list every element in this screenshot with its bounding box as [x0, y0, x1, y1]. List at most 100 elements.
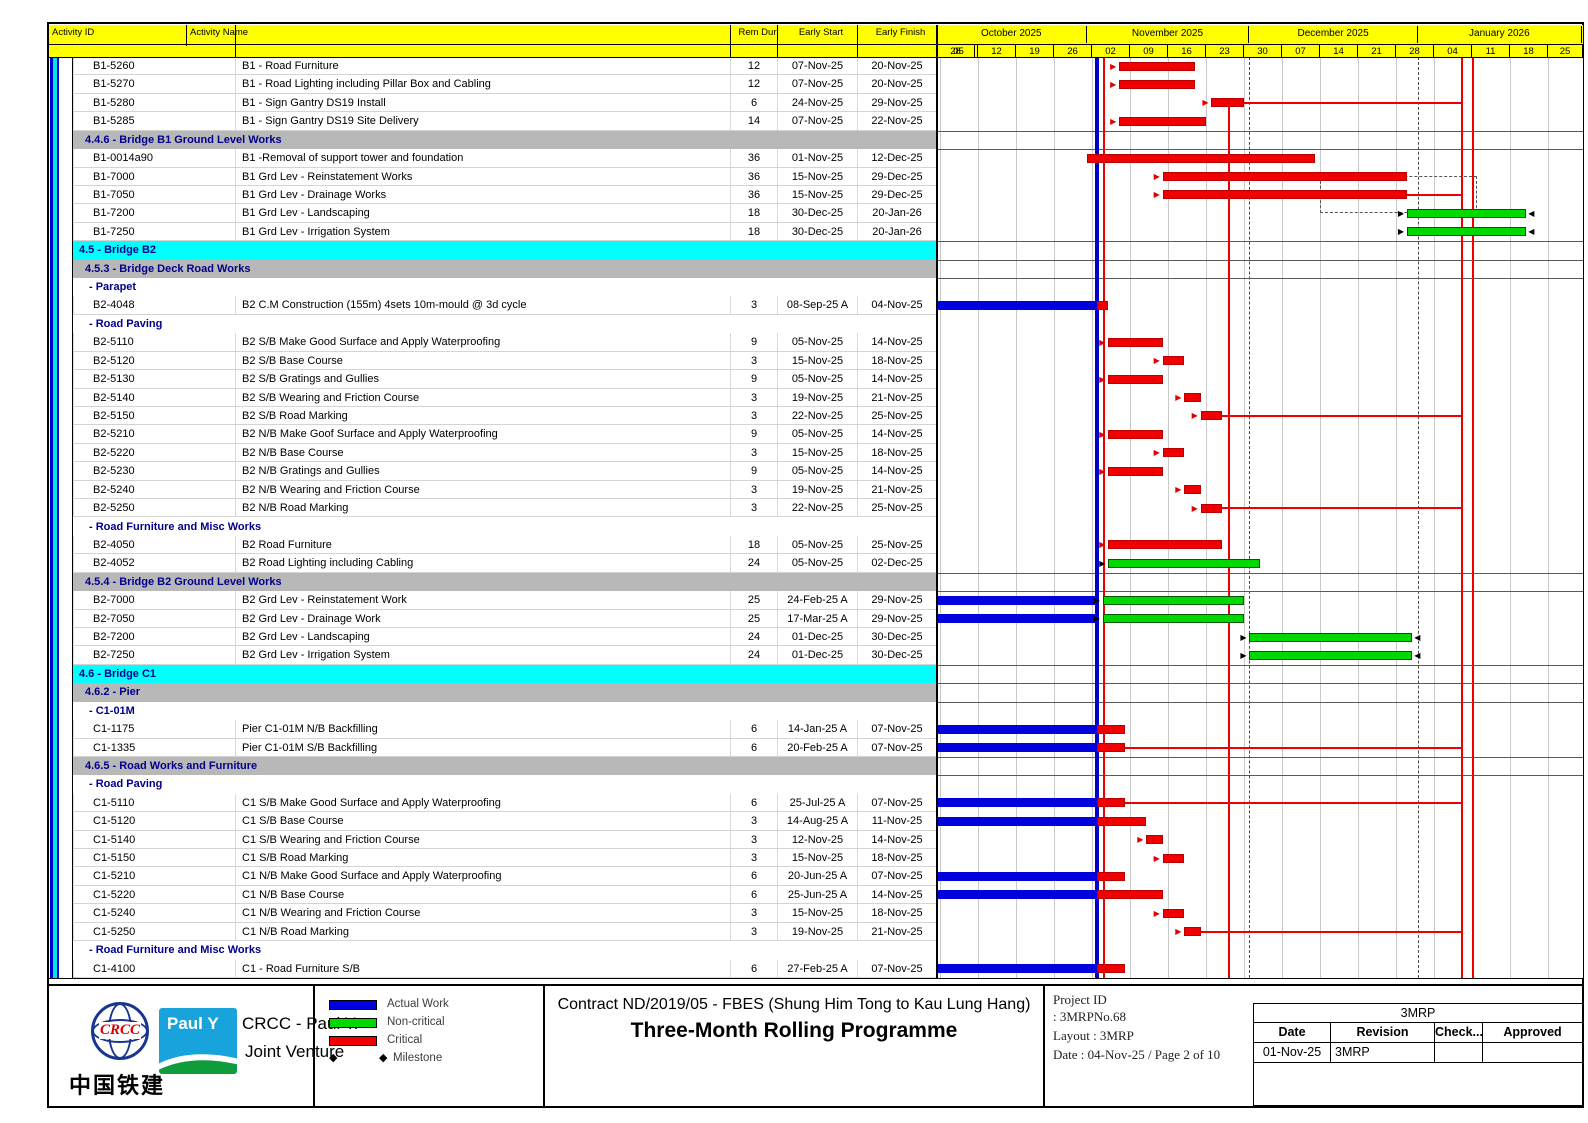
activity-id: C1-5110: [73, 793, 235, 812]
activity-name: B2 S/B Base Course: [235, 351, 730, 370]
activity-row-B2-7200: B2-7200 B2 Grd Lev - Landscaping 24 01-Dec-…: [73, 628, 936, 647]
gantt-bar-critical: [1097, 871, 1125, 881]
rem-dur: 36: [730, 185, 777, 204]
revision-table: 3MRP Date Revision Check... Approved 01-…: [1253, 1003, 1583, 1106]
activity-row-B2-4052: B2-4052 B2 Road Lighting including Cablin…: [73, 554, 936, 573]
week-gridline: [1244, 57, 1245, 978]
activity-row-B1-7050: B1-7050 B1 Grd Lev - Drainage Works 36 15-N…: [73, 185, 936, 205]
gantt-bar-critical: [1108, 466, 1163, 476]
early-start: 14-Aug-25 A: [777, 812, 857, 830]
activity-row-B2-5210: B2-5210 B2 N/B Make Goof Surface and Appl…: [73, 425, 936, 444]
early-finish: 29-Dec-25: [857, 185, 936, 204]
activity-row-C1-5220: C1-5220 C1 N/B Base Course 6 25-Jun-25 A 14-…: [73, 885, 936, 905]
early-finish: 18-Nov-25: [857, 904, 936, 922]
early-finish: 07-Nov-25: [857, 793, 936, 812]
activity-name: B2 N/B Base Course: [235, 443, 730, 462]
band-line-bottom: [936, 278, 1583, 280]
header-col-sep: [857, 25, 858, 57]
week-gridline: [940, 57, 941, 978]
activity-row-B2-5220: B2-5220 B2 N/B Base Course 3 15-Nov-25 18-No…: [73, 443, 936, 463]
gantt-bar-noncritical: [1102, 595, 1244, 605]
band-line-top: [936, 756, 1583, 758]
activity-id: B2-5240: [73, 480, 235, 499]
activity-id: B1-7200: [73, 204, 235, 222]
wbs-band-4.6: 4.6 - Bridge C1: [73, 664, 936, 684]
activity-id: B1-5280: [73, 93, 235, 112]
early-start: 01-Dec-25: [777, 628, 857, 646]
early-start: 24-Feb-25 A: [777, 591, 857, 609]
deadline-line: [1461, 57, 1464, 978]
early-finish: 11-Nov-25: [857, 812, 936, 830]
early-finish: 20-Nov-25: [857, 57, 936, 75]
gantt-bar-actual: [937, 614, 1098, 624]
rem-dur: 3: [730, 812, 777, 830]
project-id-value: : 3MRPNo.68: [1053, 1009, 1126, 1024]
activity-name: B2 Grd Lev - Drainage Work: [235, 609, 730, 627]
legend: Actual Work Non-critical Critical ◆ ◆ Milesto…: [315, 986, 543, 1106]
relationship-arrow-icon: ▶: [1110, 79, 1117, 89]
gantt-bar-actual: [937, 798, 1098, 808]
relationship-arrow-icon: ▶: [1397, 208, 1405, 218]
rem-dur: 24: [730, 554, 777, 572]
gantt-bar-critical: [1119, 61, 1196, 71]
activity-name: B1 - Road Furniture: [235, 57, 730, 75]
activity-row-B2-5230: B2-5230 B2 N/B Gratings and Gullies 9 05-No…: [73, 462, 936, 481]
gantt-bar-critical: [1097, 890, 1163, 900]
relationship-arrow-icon: ▶: [1175, 393, 1182, 403]
rem-dur: 24: [730, 646, 777, 664]
relationship-arrow-icon: ▶: [1175, 927, 1182, 937]
legend-label-noncritical: Non-critical: [387, 1016, 445, 1028]
early-finish: 22-Nov-25: [857, 112, 936, 130]
crcc-logo: CRCC: [91, 1002, 149, 1060]
footer-divider-1: [313, 986, 315, 1106]
activity-row-C1-5140: C1-5140 C1 S/B Wearing and Friction Cours…: [73, 830, 936, 850]
relationship-arrow-icon: ▶: [1153, 190, 1160, 200]
gantt-bar-critical: [1097, 743, 1125, 753]
rem-dur: 9: [730, 333, 777, 351]
header-col-sep: [777, 25, 778, 57]
column-header-activity-id: Activity ID: [52, 27, 95, 38]
activity-id: C1-5240: [73, 904, 235, 922]
footer-divider-2: [543, 986, 545, 1106]
activity-name: B1 -Removal of support tower and foundat…: [235, 149, 730, 167]
table-left-border: [72, 57, 73, 978]
week-header-26: 26: [1054, 45, 1092, 57]
rem-dur: 3: [730, 830, 777, 849]
early-start: 20-Jun-25 A: [777, 867, 857, 885]
pauly-logo-text: Paul Y: [167, 1014, 219, 1033]
band-line-bottom: [936, 149, 1583, 151]
early-finish: 07-Nov-25: [857, 738, 936, 756]
rem-dur: 6: [730, 93, 777, 112]
gantt-bar-actual: [937, 816, 1098, 826]
activity-id: C1-5220: [73, 885, 235, 904]
week-gridline: [978, 57, 979, 978]
band-line-top: [936, 683, 1583, 685]
early-finish: 18-Nov-25: [857, 351, 936, 370]
rem-dur: 24: [730, 628, 777, 646]
wbs-band-4.5: 4.5 - Bridge B2: [73, 241, 936, 260]
early-start: 01-Nov-25: [777, 149, 857, 167]
rem-dur: 3: [730, 480, 777, 499]
wbs-sub-band: - Road Paving: [73, 775, 936, 794]
wbs-sub-band: - Road Paving: [73, 314, 936, 334]
rem-dur: 12: [730, 75, 777, 93]
gantt-bar-critical: [1108, 429, 1163, 439]
activity-name: Pier C1-01M N/B Backfilling: [235, 720, 730, 738]
early-start: 14-Jan-25 A: [777, 720, 857, 738]
gantt-bar-critical: [1184, 927, 1201, 937]
relationship-arrow-icon: ▶: [1153, 853, 1160, 863]
month-header-october-2025: October 2025: [937, 26, 1087, 43]
early-start: 05-Nov-25: [777, 535, 857, 554]
relationship-arrow-icon: ▶: [1202, 98, 1209, 108]
activity-row-B2-5140: B2-5140 B2 S/B Wearing and Friction Cours…: [73, 388, 936, 407]
report-title: Three-Month Rolling Programme: [630, 1019, 958, 1042]
activity-name: C1 - Road Furniture S/B: [235, 959, 730, 977]
gantt-bar-noncritical: [1249, 632, 1413, 642]
early-finish: 29-Nov-25: [857, 609, 936, 627]
early-finish: 25-Nov-25: [857, 535, 936, 554]
early-start: 15-Nov-25: [777, 351, 857, 370]
column-header-activity-name: Activity Name: [186, 25, 685, 46]
early-start: 08-Sep-25 A: [777, 296, 857, 314]
rem-dur: 6: [730, 793, 777, 812]
activity-row-B1-7250: B1-7250 B1 Grd Lev - Irrigation System 18 3…: [73, 222, 936, 242]
